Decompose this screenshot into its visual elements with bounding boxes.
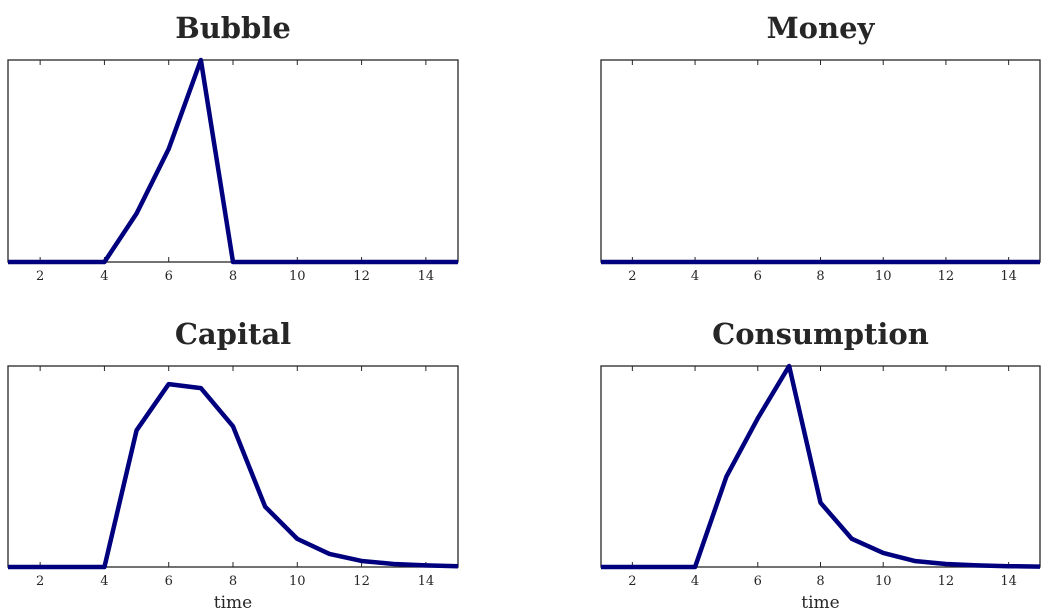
x-tick-label: 6 — [165, 574, 173, 589]
x-tick-label: 4 — [100, 269, 108, 284]
x-tick-label: 2 — [36, 574, 44, 589]
x-tick-label: 6 — [754, 269, 762, 284]
x-axis-label: time — [801, 593, 839, 613]
axes-box — [7, 365, 459, 568]
chart-title: Money — [767, 11, 876, 45]
x-tick-label: 4 — [691, 269, 699, 284]
chart-title: Consumption — [712, 317, 929, 351]
x-tick-label: 2 — [628, 574, 636, 589]
x-tick-label: 4 — [691, 574, 699, 589]
axes-box — [600, 59, 1041, 263]
x-tick-label: 12 — [938, 574, 955, 589]
x-tick-label: 12 — [353, 574, 370, 589]
chart-panel-consumption: Consumption 2 4 6 8 10 12 14 time — [600, 317, 1041, 613]
axes-box — [7, 59, 459, 263]
chart-title: Capital — [175, 317, 291, 351]
axes-box — [600, 365, 1041, 568]
chart-panel-bubble: Bubble 2 4 6 8 10 12 14 — [7, 11, 459, 284]
x-tick-label: 8 — [229, 574, 237, 589]
x-tick-label: 12 — [938, 269, 955, 284]
x-tick-label: 4 — [100, 574, 108, 589]
x-tick-label: 6 — [165, 269, 173, 284]
chart-panel-money: Money 2 4 6 8 10 12 14 — [600, 11, 1041, 284]
x-tick-label: 10 — [875, 269, 892, 284]
series-line — [8, 57, 458, 265]
x-tick-label: 8 — [816, 574, 824, 589]
x-tick-label: 14 — [418, 269, 435, 284]
x-tick-label: 2 — [36, 269, 44, 284]
x-tick-label: 14 — [418, 574, 435, 589]
series-line — [8, 381, 459, 570]
x-tick-label: 8 — [229, 269, 237, 284]
series-line — [601, 363, 1041, 570]
x-tick-label: 2 — [628, 269, 636, 284]
x-tick-label: 10 — [289, 574, 306, 589]
x-tick-label: 14 — [1000, 269, 1017, 284]
chart-title: Bubble — [175, 11, 291, 45]
x-tick-label: 6 — [754, 574, 762, 589]
x-tick-label: 12 — [353, 269, 370, 284]
x-tick-label: 10 — [875, 574, 892, 589]
x-tick-label: 14 — [1000, 574, 1017, 589]
chart-panel-capital: Capital 2 4 6 8 10 12 14 time — [7, 317, 459, 613]
x-axis-label: time — [214, 593, 252, 613]
x-tick-label: 10 — [289, 269, 306, 284]
x-tick-label: 8 — [816, 269, 824, 284]
